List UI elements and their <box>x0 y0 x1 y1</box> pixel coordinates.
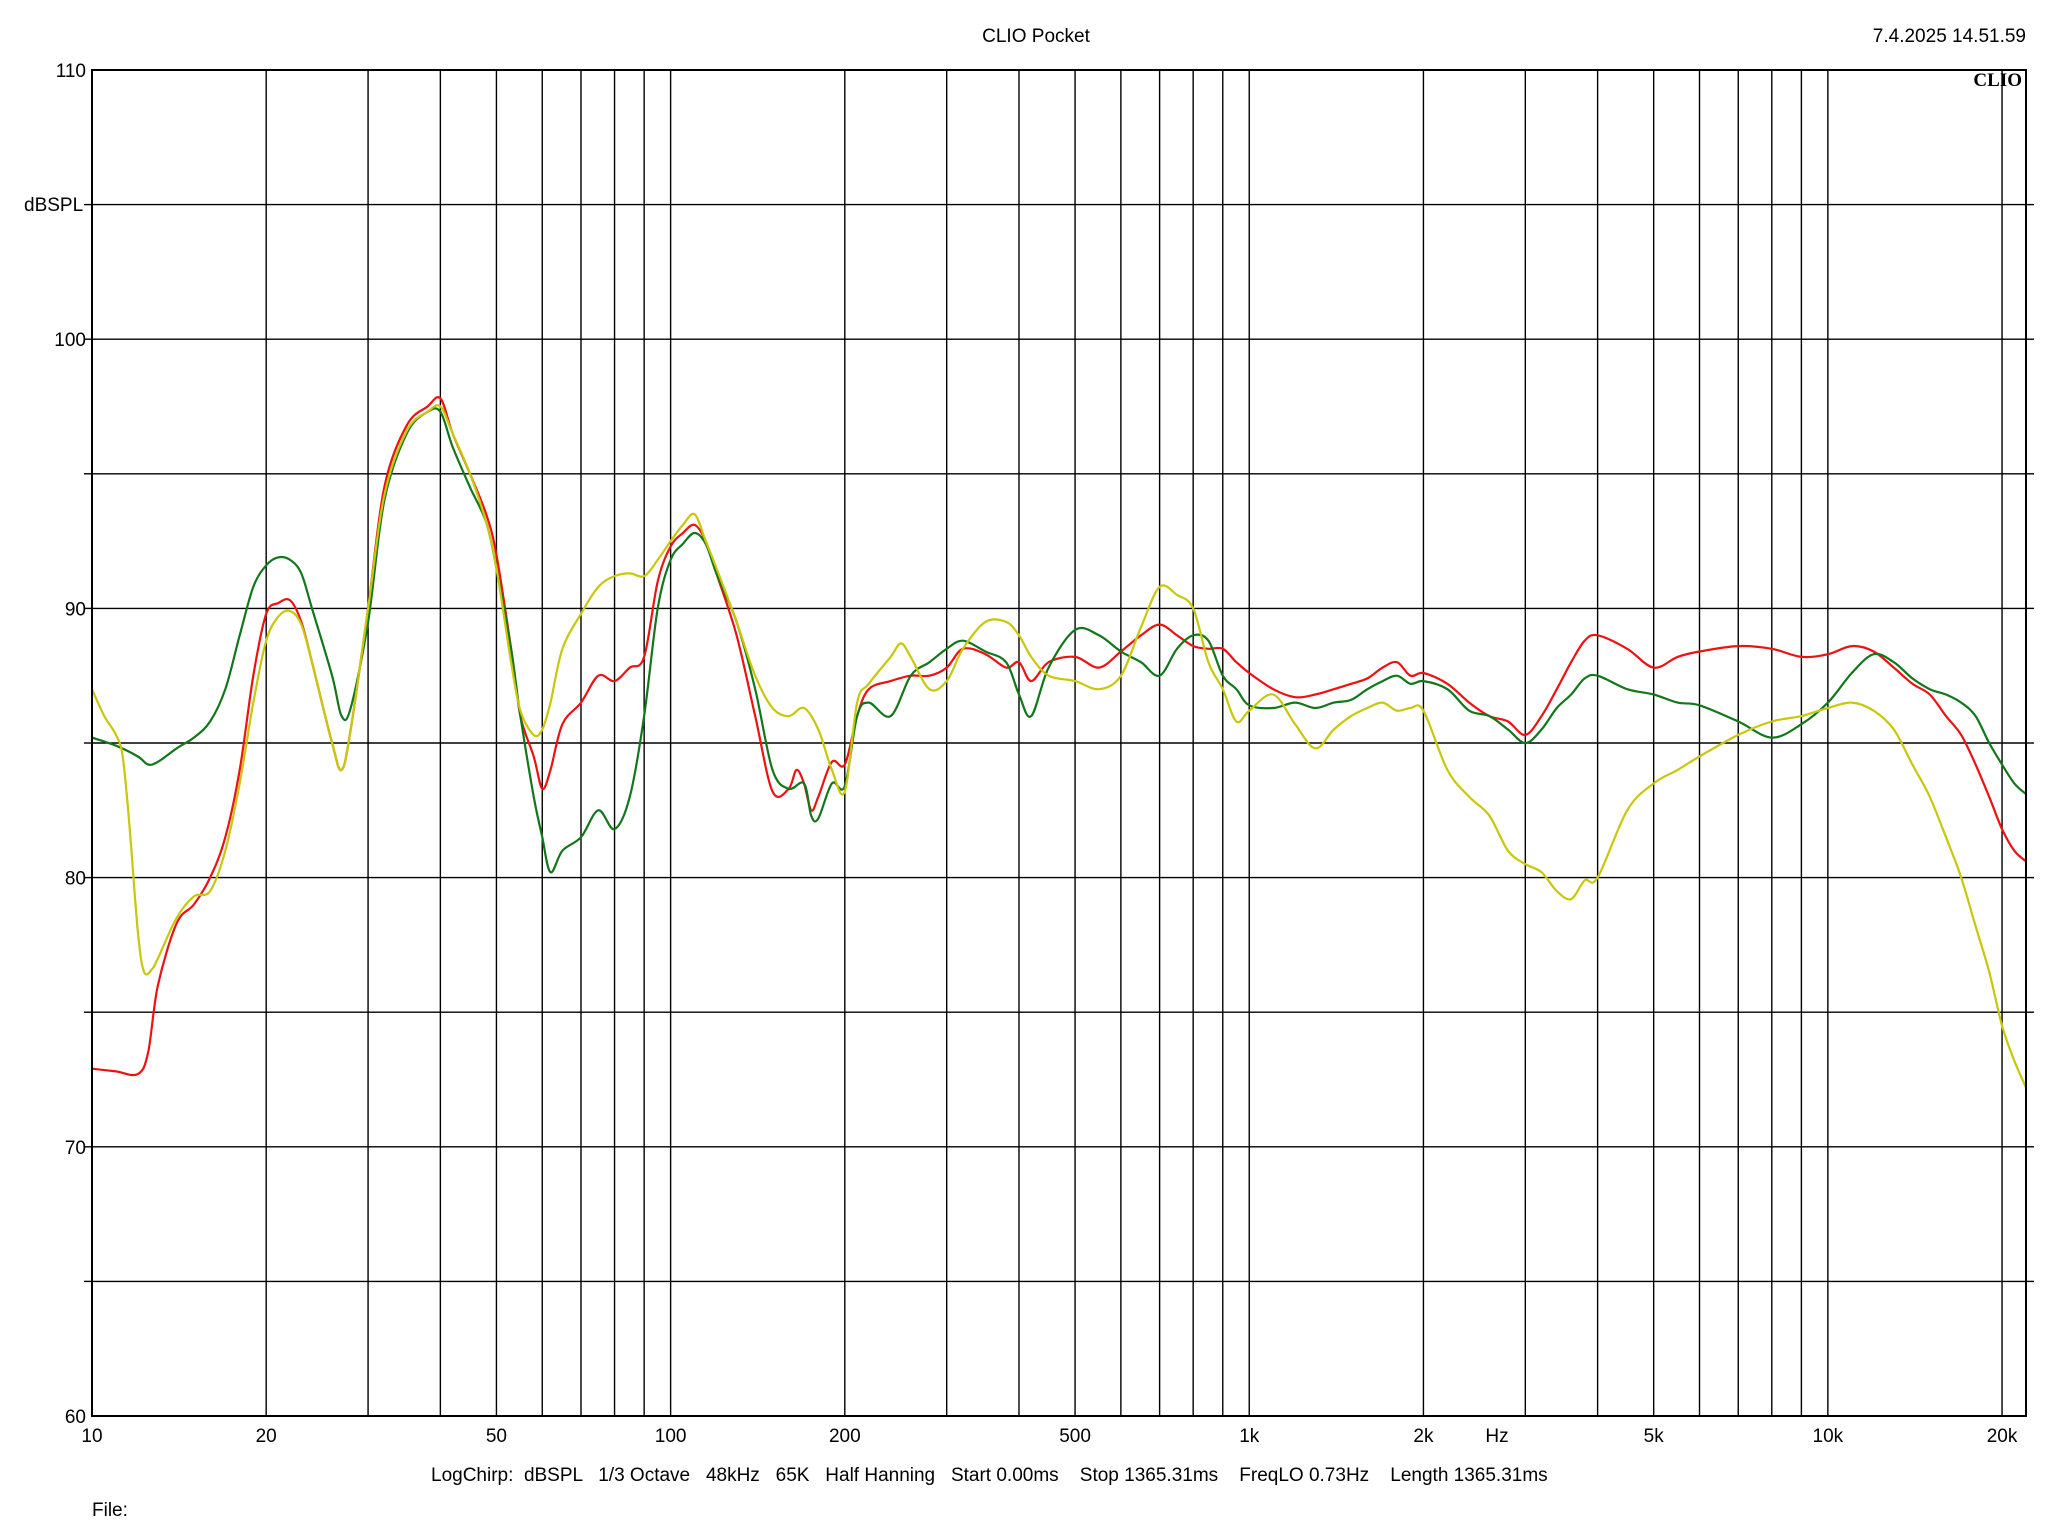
x-tick-label: 10 <box>81 1426 102 1447</box>
x-tick-label: 200 <box>829 1426 861 1447</box>
y-tick-label: 60 <box>65 1407 86 1428</box>
tick-labels: 10 20 50 100 200 500 1k 2k 5k 10k 20k 60 70 80 90 100 11… <box>54 61 2018 1447</box>
measurement-settings: LogChirp: dBSPL 1/3 Octave 48kHz 65K Hal… <box>431 1465 1548 1486</box>
y-axis-unit-label: dBSPL <box>24 195 83 216</box>
x-tick-label: 20k <box>1987 1426 2018 1447</box>
grid <box>84 70 2034 1416</box>
x-tick-label: 1k <box>1239 1426 1260 1447</box>
y-tick-label: 70 <box>65 1138 86 1159</box>
series-line-2 <box>91 407 2027 874</box>
plot-frame <box>91 69 2027 1417</box>
y-tick-label: 80 <box>65 869 86 890</box>
timestamp: 7.4.2025 14.51.59 <box>1873 26 2026 47</box>
y-tick-label: 90 <box>65 599 86 620</box>
x-tick-label: 10k <box>1813 1426 1844 1447</box>
x-tick-label: 50 <box>486 1426 507 1447</box>
clio-logo: CLIO <box>1973 70 2022 91</box>
x-axis-unit-label: Hz <box>1485 1426 1508 1447</box>
series-lines <box>90 396 2028 1089</box>
x-tick-label: 500 <box>1059 1426 1091 1447</box>
x-tick-label: 100 <box>655 1426 687 1447</box>
x-tick-label: 2k <box>1413 1426 1434 1447</box>
x-tick-label: 20 <box>256 1426 277 1447</box>
x-tick-label: 5k <box>1644 1426 1665 1447</box>
y-tick-label: 110 <box>56 61 86 82</box>
series-line-3 <box>90 404 2028 1089</box>
y-tick-label: 100 <box>54 330 86 351</box>
chart-title: CLIO Pocket <box>982 26 1090 47</box>
file-label: File: <box>92 1500 128 1521</box>
